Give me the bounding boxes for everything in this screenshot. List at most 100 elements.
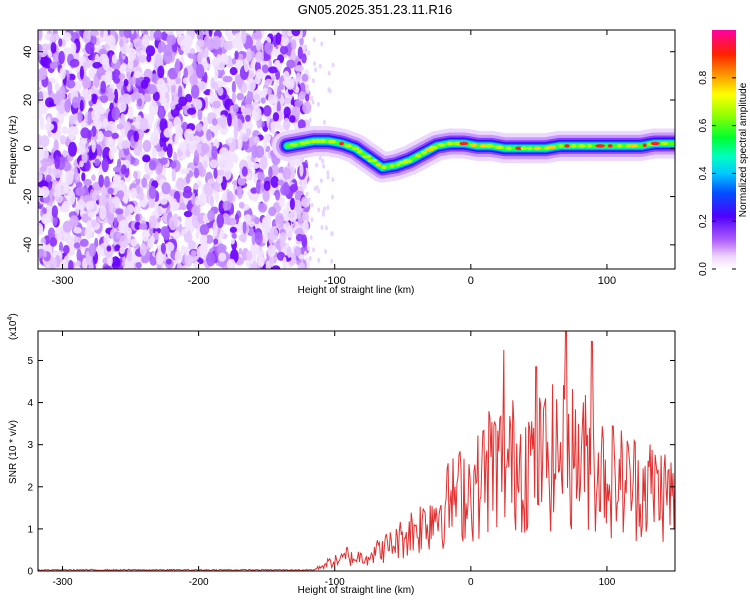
spectrogram-noise-cell [295,233,304,242]
spectrogram-noise-cell [267,244,277,257]
spectrogram-noise-cell [227,151,237,162]
spectrogram-noise-cell [193,167,200,179]
spectrogram-noise-cell [61,200,71,213]
spectrogram-noise-cell [128,51,136,61]
signal-track-peak [344,144,353,148]
spectrogram-noise-cell [114,244,121,252]
spectrogram-noise-cell [59,259,68,269]
spectrogram-noise-cell [138,223,148,230]
signal-track-peak [505,146,512,151]
spectrogram-noise-cell [227,217,237,226]
spectrogram-noise-cell [62,149,68,158]
spectrogram-noise-cell [231,233,237,240]
signal-track-peak [520,146,528,151]
spectrogram-noise-cell [233,125,238,140]
spectrogram-noise-cell [183,232,193,243]
spectrogram-noise-cell [239,221,244,235]
spectrogram-noise-cell [92,61,103,69]
spectrogram-noise-cell [212,35,221,50]
spectrogram-noise-cell [299,91,306,100]
spectrogram-noise-cell [255,30,261,36]
spectrogram-noise-cell [79,238,89,247]
spectrogram-noise-cell [276,101,281,114]
spectrogram-x-tick-label: 0 [468,275,474,287]
spectrogram-noise-cell [183,210,193,218]
signal-track-peak [428,145,438,150]
spectrogram-noise-cell [203,182,214,197]
spectrogram-noise-cell [246,48,252,63]
spectrogram-noise-cell [83,179,92,187]
snr-panel: -300 -200 -100 0 100 0 1 2 3 4 5 Height of straigh… [7,313,676,596]
spectrogram-noise-cell [82,195,92,203]
spectrogram-noise-cell [279,45,289,55]
spectrogram-noise-cell [130,187,138,199]
spectrogram-noise-cell [106,245,112,252]
spectrogram-noise-cell [104,175,110,188]
spectrogram-noise-cell [224,30,230,38]
spectrogram-noise-cell [310,202,314,208]
spectrogram-noise-cell [238,201,245,209]
signal-track-peak [650,141,660,146]
signal-track-peak [515,146,523,151]
spectrogram-noise-cell [290,48,296,63]
spectrogram-noise-cell [192,135,201,145]
spectrogram-noise-cell [135,262,142,269]
spectrogram-noise-cell [162,50,173,64]
spectrogram-noise-cell [264,42,273,54]
spectrogram-noise-cell [119,38,124,48]
spectrogram-noise-cell [255,69,264,80]
spectrogram-noise-cell [219,147,229,159]
spectrogram-noise-cell [68,141,77,157]
spectrogram-noise-cell [275,238,283,251]
spectrogram-noise-cell [179,202,186,210]
spectrogram-noise-cell [83,30,91,44]
spectrogram-noise-cell [272,112,280,122]
spectrogram-noise-cell [317,188,321,194]
spectrogram-noise-cell [282,181,289,194]
spectrogram-noise-cell [118,73,126,80]
snr-x-tick-label: 0 [468,577,474,588]
signal-track-peak [558,144,564,148]
spectrogram-noise-cell [248,221,255,228]
spectrogram-noise-cell [314,67,318,73]
spectrogram-noise-cell [233,115,238,130]
spectrogram-noise-cell [283,106,291,118]
spectrogram-noise-cell [85,94,92,102]
spectrogram-noise-cell [103,233,110,247]
spectrogram-noise-cell [142,34,150,47]
spectrogram-noise-cell [268,206,277,217]
spectrogram-noise-cell [120,113,126,124]
signal-track-peak [459,141,469,146]
spectrogram-noise-cell [168,216,178,231]
snr-x-tick-label: -300 [52,577,72,588]
spectrogram-y-tick-label: 20 [22,94,34,106]
spectrogram-noise-cell [70,42,77,55]
snr-x-axis-label: Height of straight line (km) [298,585,415,596]
spectrogram-noise-cell [141,257,149,264]
spectrogram-noise-cell [163,127,173,138]
spectrogram-noise-cell [234,50,239,60]
spectrogram-noise-cell [301,73,309,82]
signal-track-peak [494,145,504,150]
spectrogram-noise-cell [75,186,86,197]
signal-track-peak [533,146,542,151]
spectrogram-noise-cell [73,227,82,234]
spectrogram-noise-cell [81,172,86,182]
spectrogram-noise-cell [286,59,296,69]
spectrogram-noise-cell [261,219,272,234]
spectrogram-noise-cell [81,152,88,164]
spectrogram-noise-cell [213,167,218,179]
spectrogram-noise-cell [307,50,311,56]
spectrogram-noise-cell [160,157,168,165]
spectrogram-noise-cell [194,195,200,206]
spectrogram-noise-cell [38,148,45,162]
spectrogram-noise-cell [86,220,93,232]
spectrogram-noise-cell [151,227,162,234]
spectrogram-noise-cell [119,246,125,255]
spectrogram-noise-cell [187,107,197,115]
spectrogram-noise-cell [122,93,132,104]
spectrogram-noise-cell [139,200,147,208]
spectrogram-noise-cell [161,182,171,195]
spectrogram-heatmap [38,30,675,269]
